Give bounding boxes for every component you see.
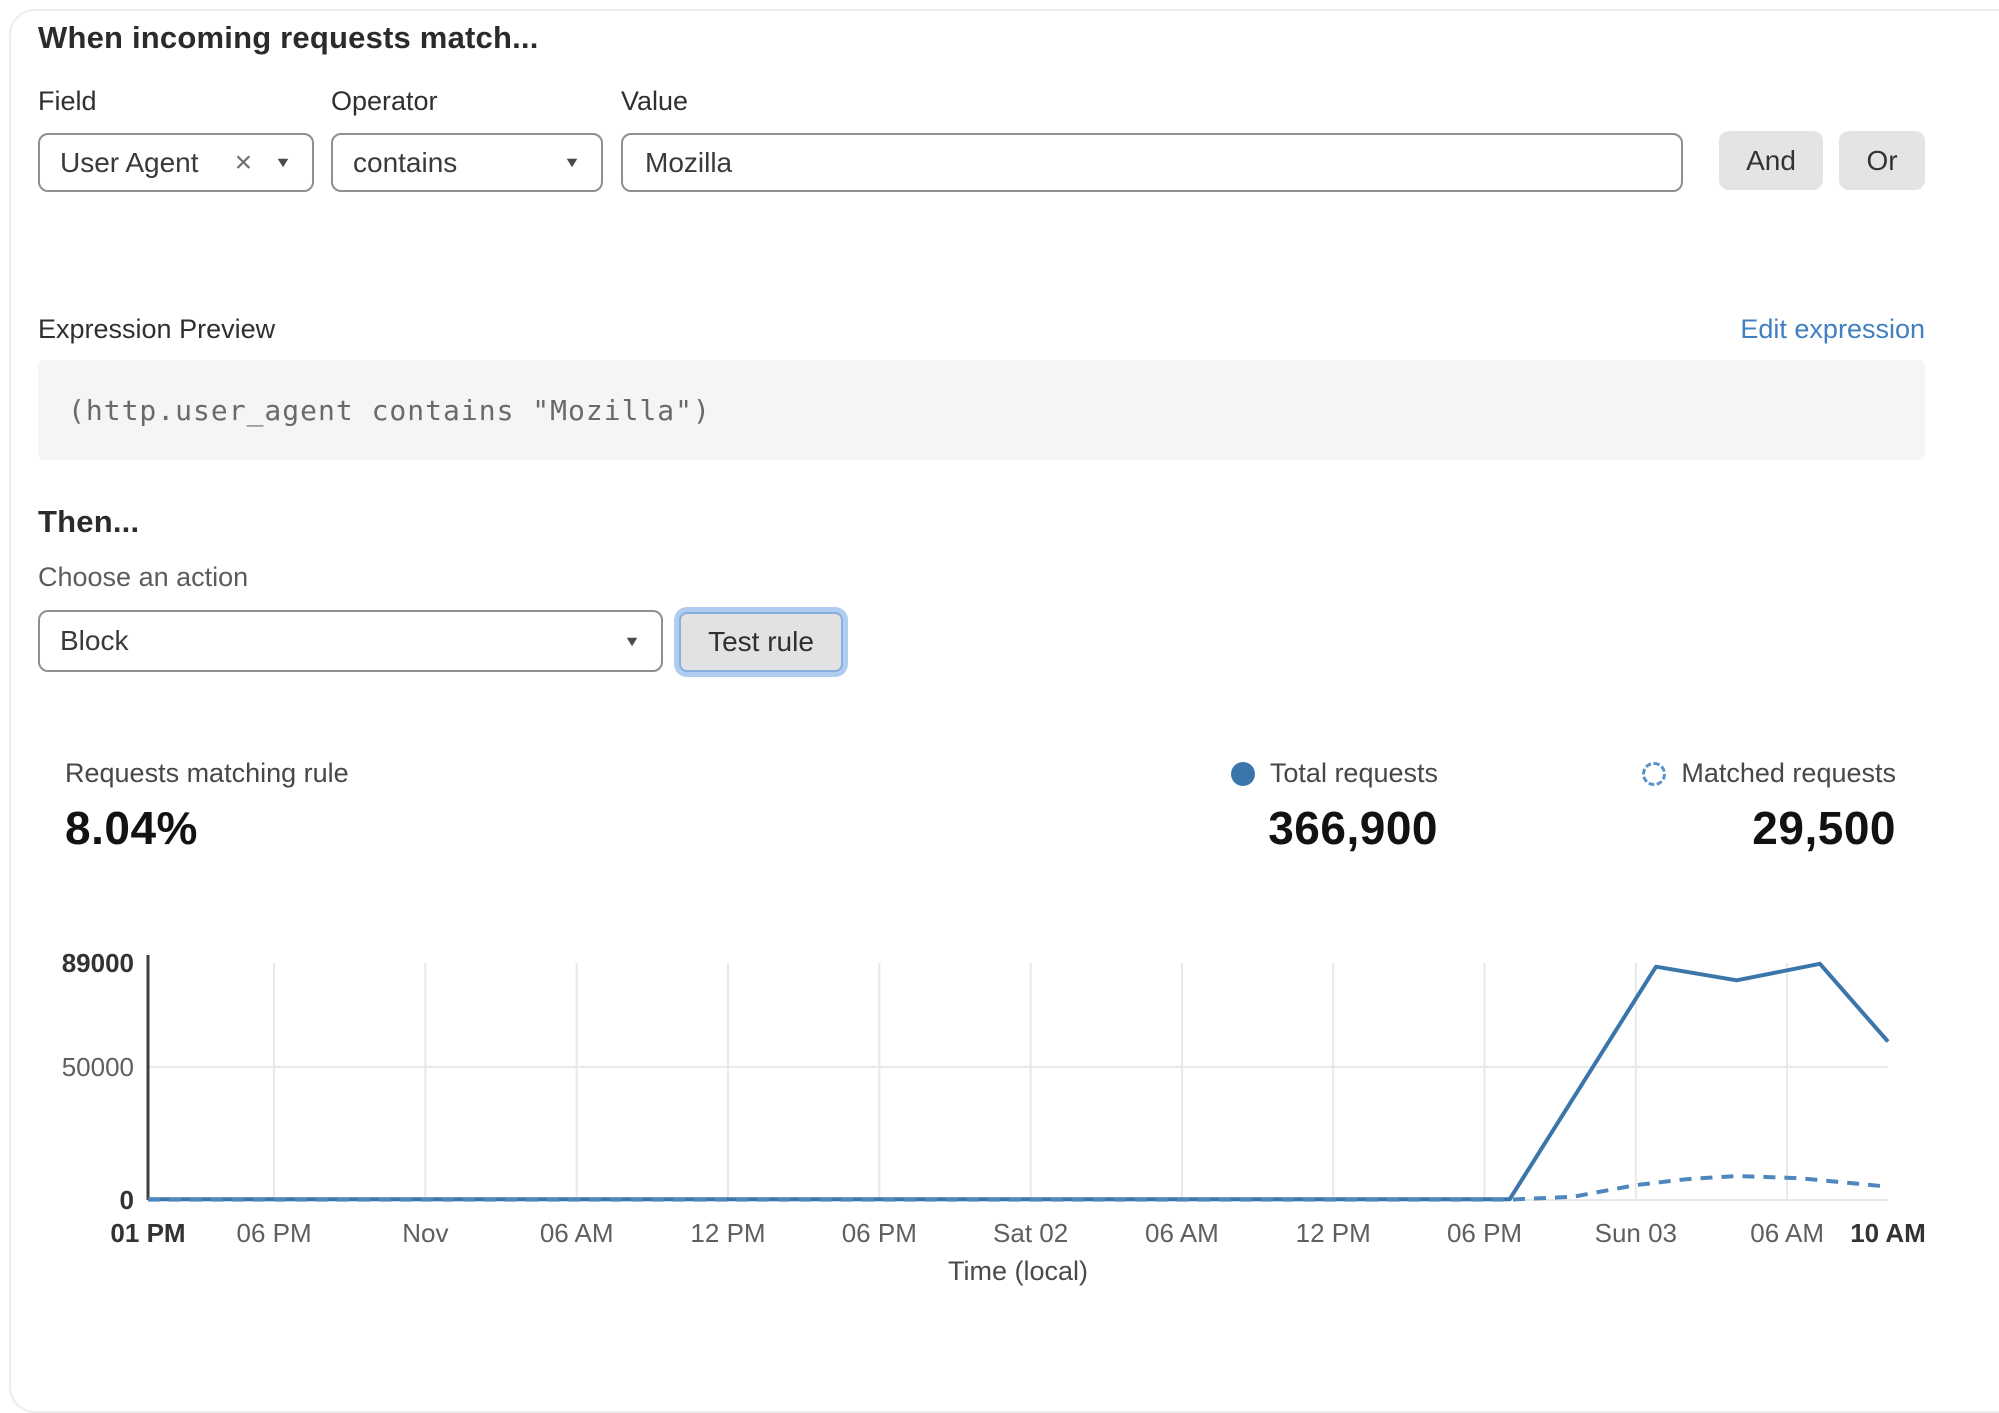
chart-x-tick-label: 06 AM	[1750, 1218, 1824, 1248]
chart-x-tick-label: 01 PM	[110, 1218, 185, 1248]
stat-requests-matching: Requests matching rule 8.04%	[65, 758, 349, 855]
edit-expression-link[interactable]: Edit expression	[1740, 314, 1925, 344]
total-requests-legend: Total requests	[1230, 758, 1438, 789]
and-button[interactable]: And	[1719, 131, 1823, 190]
chevron-down-icon: ▼	[563, 154, 581, 171]
stat-value: 29,500	[1752, 802, 1896, 854]
value-input[interactable]	[621, 133, 1683, 192]
stat-value: 366,900	[1268, 802, 1438, 854]
field-select-icons: × ▼	[234, 145, 292, 179]
chart-x-tick-label: 06 PM	[237, 1218, 312, 1248]
stat-label: Total requests	[1269, 758, 1438, 788]
chart-x-axis-title: Time (local)	[948, 1256, 1088, 1286]
field-select-value: User Agent	[60, 146, 199, 178]
chevron-down-icon: ▼	[274, 154, 292, 171]
test-rule-button[interactable]: Test rule	[679, 612, 843, 672]
expression-text: (http.user_agent contains "Mozilla")	[68, 393, 711, 427]
expression-preview-label: Expression Preview	[38, 314, 276, 344]
stat-label: Requests matching rule	[65, 758, 349, 788]
stat-label: Matched requests	[1681, 758, 1896, 788]
chart-x-tick-label: 06 AM	[540, 1218, 614, 1248]
value-label: Value	[621, 86, 689, 116]
chart-x-tick-label: Sat 02	[993, 1218, 1068, 1248]
firewall-rule-editor: When incoming requests match... Field Op…	[9, 9, 1999, 1413]
action-select-value: Block	[60, 625, 129, 656]
chart-x-tick-label: 06 AM	[1145, 1218, 1219, 1248]
chart-x-tick-label: 12 PM	[1296, 1218, 1371, 1248]
operator-select-value: contains	[353, 146, 458, 178]
chart-x-tick-label: 06 PM	[1447, 1218, 1522, 1248]
operator-label: Operator	[331, 86, 438, 116]
clear-icon[interactable]: ×	[234, 145, 253, 179]
solid-dot-legend-icon	[1230, 761, 1255, 786]
or-button[interactable]: Or	[1839, 131, 1925, 190]
chart-x-tick-label: 06 PM	[842, 1218, 917, 1248]
choose-action-label: Choose an action	[38, 562, 249, 592]
operator-select[interactable]: contains ▼	[331, 133, 603, 192]
stat-value: 8.04%	[65, 802, 198, 854]
chart-x-tick-label: Sun 03	[1595, 1218, 1677, 1248]
requests-time-series-chart: 89000 50000 001 PM 06 PM Nov 06 AM 12 PM 06 PM S…	[62, 948, 1926, 1286]
field-label: Field	[38, 86, 97, 116]
chart-x-tick-label: 12 PM	[690, 1218, 765, 1248]
section-heading-match: When incoming requests match...	[38, 20, 539, 55]
action-select[interactable]: Block ▼	[38, 610, 663, 672]
chart-y-tick-label: 0	[120, 1185, 134, 1215]
chart-x-tick-label: 10 AM	[1850, 1218, 1926, 1248]
chart-y-tick-label: 50000	[62, 1052, 134, 1082]
stat-total-requests: Total requests 366,900	[1230, 758, 1438, 855]
chart-x-tick-label: Nov	[402, 1218, 448, 1248]
chevron-down-icon: ▼	[623, 632, 641, 649]
field-select[interactable]: User Agent × ▼	[38, 133, 314, 192]
chart-series-solid	[148, 961, 1890, 1202]
chart-y-tick-label: 89000	[62, 948, 134, 978]
expression-preview-box: (http.user_agent contains "Mozilla")	[38, 360, 1925, 460]
stat-matched-requests: Matched requests 29,500	[1642, 758, 1896, 855]
chart-series-dashed	[148, 1174, 1889, 1202]
section-heading-then: Then...	[38, 504, 140, 539]
dashed-circle-legend-icon	[1642, 761, 1667, 786]
matched-requests-legend: Matched requests	[1642, 758, 1896, 789]
